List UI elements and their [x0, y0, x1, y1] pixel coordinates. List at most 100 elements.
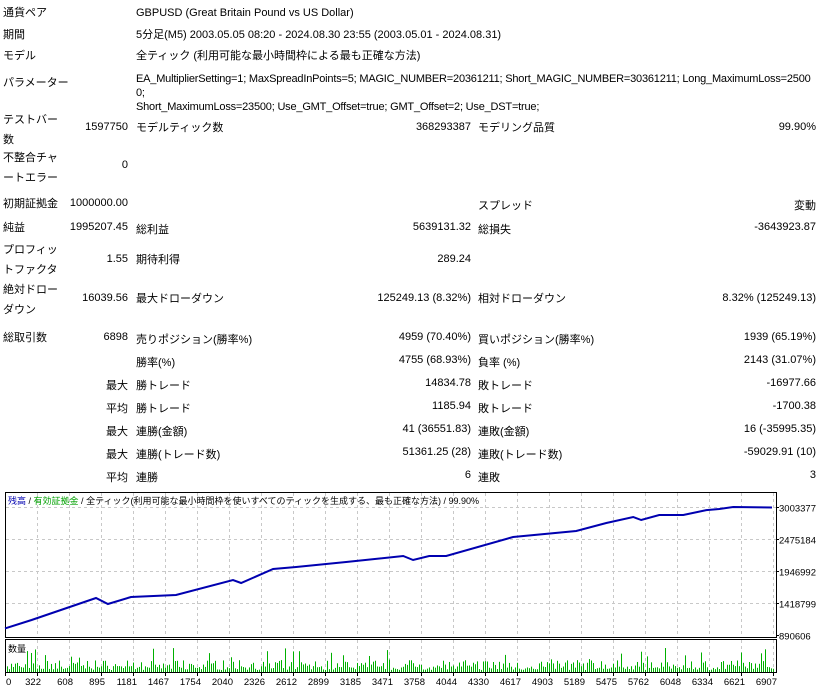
- volume-bar: [285, 648, 286, 672]
- volume-bar: [253, 662, 254, 672]
- short-value: 4959 (70.40%): [398, 331, 471, 343]
- volume-bar: [509, 662, 510, 672]
- volume-bar: [417, 667, 418, 672]
- volume-bar: [209, 653, 210, 672]
- volume-bar: [39, 665, 40, 672]
- volume-bar: [773, 668, 774, 672]
- largest-prefix: 最大: [106, 380, 128, 392]
- volume-bar: [65, 668, 66, 672]
- volume-bar: [117, 666, 118, 672]
- volume-bar: [635, 665, 636, 672]
- volume-bar: [213, 663, 214, 672]
- volume-bar: [245, 667, 246, 672]
- volume-bar: [761, 653, 762, 672]
- volume-bar: [453, 665, 454, 672]
- volume-bar: [749, 662, 750, 672]
- symbol-label: 通貨ペア: [3, 7, 47, 19]
- volume-bar: [427, 668, 428, 672]
- volume-bar: [249, 667, 250, 672]
- volume-bar: [647, 656, 648, 672]
- volume-bar: [135, 669, 136, 672]
- volume-bar: [153, 648, 154, 672]
- volume-bar: [705, 661, 706, 672]
- volume-bar: [175, 661, 176, 672]
- volume-bar: [505, 654, 506, 672]
- volume-bar: [459, 662, 460, 672]
- volume-bar: [457, 666, 458, 672]
- volume-bar: [133, 662, 134, 672]
- volume-bar: [613, 663, 614, 672]
- x-tick-label: 5762: [628, 677, 649, 688]
- volume-bar: [413, 663, 414, 672]
- volume-bar: [477, 661, 478, 672]
- volume-bar: [323, 669, 324, 672]
- volume-bar: [415, 666, 416, 672]
- volume-bar: [479, 669, 480, 672]
- volume-bar: [483, 661, 484, 672]
- volume-bar: [379, 666, 380, 672]
- volume-bar: [305, 663, 306, 672]
- volume-bar: [371, 664, 372, 672]
- spread-value: 変動: [794, 200, 816, 212]
- volume-bar: [711, 669, 712, 672]
- model-value: 全ティック (利用可能な最小時間枠による最も正確な方法): [136, 50, 421, 62]
- volume-bar: [687, 668, 688, 672]
- volume-bar: [59, 660, 60, 672]
- volume-bar: [195, 667, 196, 672]
- volume-bar: [585, 669, 586, 672]
- volume-bar: [405, 663, 406, 672]
- volume-bar: [313, 666, 314, 672]
- volume-bar: [131, 666, 132, 672]
- loss-value: 2143 (31.07%): [743, 354, 816, 366]
- volume-bar: [611, 667, 612, 672]
- volume-bar: [517, 662, 518, 672]
- volume-bar: [381, 666, 382, 672]
- volume-bar: [451, 666, 452, 672]
- volume-bar: [755, 663, 756, 672]
- pf-value: 1.55: [106, 253, 128, 265]
- volume-bar: [553, 663, 554, 672]
- volume-bar: [569, 669, 570, 672]
- volume-bar: [301, 662, 302, 672]
- volume-bar: [421, 664, 422, 672]
- legend-balance: 残高: [8, 495, 26, 506]
- volume-bar: [389, 659, 390, 672]
- volume-bar: [673, 664, 674, 672]
- x-tick-label: 1754: [180, 677, 201, 688]
- volume-bar: [693, 669, 694, 672]
- quality-value: 99.90%: [778, 121, 816, 133]
- volume-bar: [615, 667, 616, 672]
- volume-bar: [197, 667, 198, 672]
- gross-loss-label: 総損失: [478, 224, 511, 236]
- volume-bar: [119, 666, 120, 672]
- volume-bar: [733, 664, 734, 672]
- volume-bar: [481, 669, 482, 672]
- volume-bar: [67, 667, 68, 672]
- x-tick-label: 4617: [500, 677, 521, 688]
- volume-bar: [537, 669, 538, 672]
- volume-bar: [113, 666, 114, 672]
- volume-bar: [79, 657, 80, 672]
- volume-bar: [169, 664, 170, 672]
- avg-cons-losses-label: 連敗: [478, 472, 500, 484]
- volume-bar: [297, 667, 298, 672]
- volume-bar: [7, 666, 8, 672]
- y-tick-label: 890606: [779, 632, 811, 643]
- rel-dd-value: 8.32% (125249.13): [722, 292, 816, 304]
- volume-bar: [625, 668, 626, 672]
- volume-bar: [293, 651, 294, 672]
- volume-bar: [257, 669, 258, 672]
- volume-bar: [725, 668, 726, 672]
- x-tick-label: 4044: [436, 677, 457, 688]
- volume-bar: [393, 667, 394, 672]
- x-tick-label: 1181: [117, 677, 137, 688]
- volume-bar: [423, 669, 424, 672]
- bars-label: テストバー数: [3, 114, 58, 146]
- volume-bar: [503, 663, 504, 672]
- x-tick-label: 6907: [756, 677, 777, 688]
- bars-value: 1597750: [85, 121, 128, 133]
- volume-bar: [587, 662, 588, 672]
- volume-bar: [681, 669, 682, 672]
- volume-bar: [357, 662, 358, 672]
- gross-profit-value: 5639131.32: [412, 221, 471, 233]
